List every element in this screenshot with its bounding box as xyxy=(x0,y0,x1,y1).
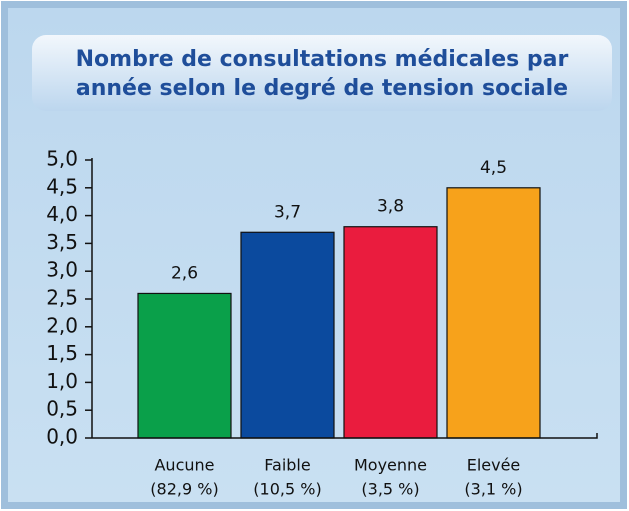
value-label: 3,8 xyxy=(377,197,404,217)
y-tick-label: 1,5 xyxy=(46,341,78,365)
value-label: 4,5 xyxy=(480,158,507,178)
value-label: 2,6 xyxy=(171,263,198,283)
bar xyxy=(240,231,335,439)
bar xyxy=(446,187,541,439)
x-tick-label: (3,1 %) xyxy=(464,480,522,499)
y-tick-label: 3,5 xyxy=(46,230,78,254)
y-tick-label: 4,0 xyxy=(46,202,78,226)
y-tick-label: 5,0 xyxy=(46,147,78,171)
x-tick-label: Elevée xyxy=(467,456,521,475)
x-tick-label: (10,5 %) xyxy=(253,480,321,499)
x-tick-label: (3,5 %) xyxy=(361,480,419,499)
chart-title: Nombre de consultations médicales par xyxy=(76,47,569,72)
y-tick-label: 1,0 xyxy=(46,369,78,393)
chart-title: année selon le degré de tension sociale xyxy=(76,76,568,101)
y-tick-label: 2,0 xyxy=(46,313,78,337)
x-tick-label: Faible xyxy=(264,456,310,475)
x-tick-label: (82,9 %) xyxy=(150,480,218,499)
title-box xyxy=(32,35,612,111)
y-tick-label: 3,0 xyxy=(46,258,78,282)
value-label: 3,7 xyxy=(274,202,301,222)
y-tick-label: 0,5 xyxy=(46,397,78,421)
y-tick-label: 2,5 xyxy=(46,286,78,310)
bar xyxy=(137,292,232,439)
bar xyxy=(343,226,438,439)
y-tick-label: 4,5 xyxy=(46,174,78,198)
y-tick-label: 0,0 xyxy=(46,425,78,449)
x-tick-label: Moyenne xyxy=(354,456,427,475)
x-tick-label: Aucune xyxy=(154,456,214,475)
x-axis xyxy=(92,433,598,439)
